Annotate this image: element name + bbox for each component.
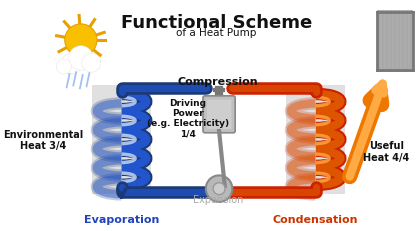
FancyBboxPatch shape xyxy=(92,85,151,195)
Text: Compression: Compression xyxy=(178,77,258,87)
Circle shape xyxy=(82,54,101,73)
Text: Condensation: Condensation xyxy=(273,214,359,224)
Circle shape xyxy=(213,183,225,195)
FancyBboxPatch shape xyxy=(203,97,235,133)
Circle shape xyxy=(69,46,93,71)
Circle shape xyxy=(65,25,97,57)
Text: of a Heat Pump: of a Heat Pump xyxy=(176,28,256,38)
Text: Useful
Heat 4/4: Useful Heat 4/4 xyxy=(363,140,409,162)
Text: Functional Scheme: Functional Scheme xyxy=(121,14,312,32)
Text: Environmental
Heat 3/4: Environmental Heat 3/4 xyxy=(3,129,83,151)
Text: Expansion: Expansion xyxy=(193,195,243,204)
Circle shape xyxy=(56,60,72,75)
Text: Driving
Power
(e.g. Electricity)
1/4: Driving Power (e.g. Electricity) 1/4 xyxy=(147,98,229,138)
FancyBboxPatch shape xyxy=(207,100,231,129)
FancyBboxPatch shape xyxy=(286,85,345,195)
Circle shape xyxy=(206,176,232,202)
Circle shape xyxy=(61,54,82,75)
Text: Evaporation: Evaporation xyxy=(84,214,159,224)
